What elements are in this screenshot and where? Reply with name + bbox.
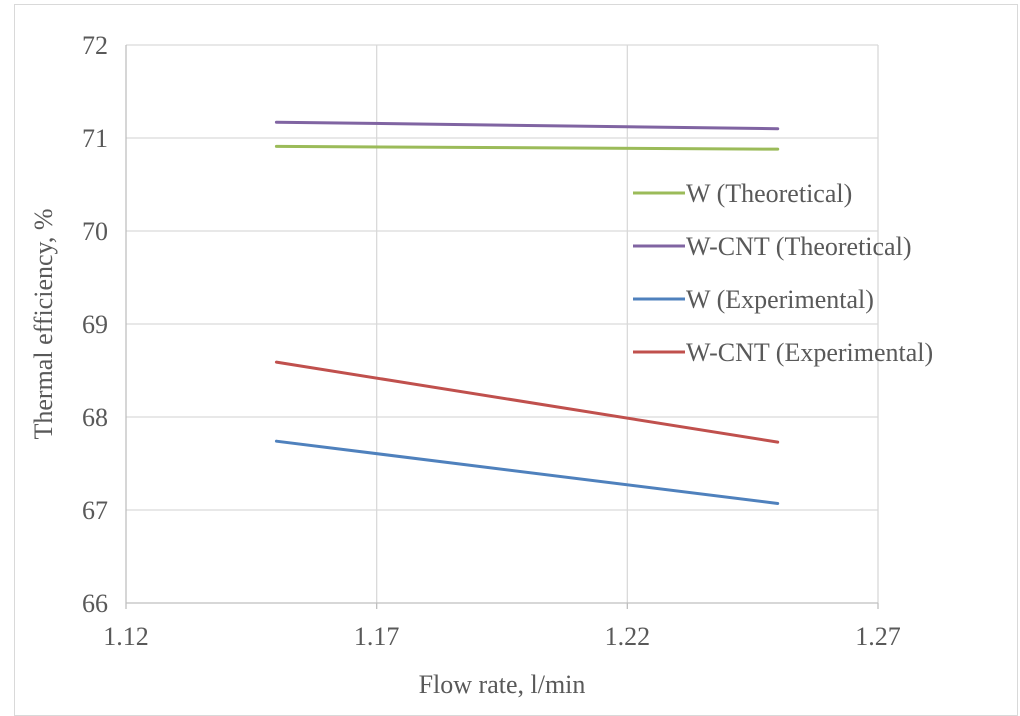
series-line-1 (274, 120, 780, 131)
y-tick-label: 71 (82, 124, 108, 153)
y-tick-label: 69 (82, 310, 108, 339)
legend: W (Theoretical) W-CNT (Theoretical) W (Exp… (633, 179, 933, 367)
x-tick-label: 1.17 (354, 622, 400, 651)
legend-entry-2: W (Experimental) (633, 285, 874, 314)
axes (125, 45, 879, 609)
y-axis-title: Thermal efficiency, % (29, 209, 58, 440)
legend-label: W-CNT (Experimental) (686, 338, 933, 367)
legend-entry-3: W-CNT (Experimental) (633, 338, 933, 367)
legend-label: W-CNT (Theoretical) (686, 232, 911, 261)
x-tick-label: 1.27 (855, 622, 901, 651)
x-tick-label: 1.22 (605, 622, 651, 651)
series-line-2 (274, 439, 780, 505)
series-line-0 (274, 144, 780, 151)
y-tick-label: 67 (82, 496, 108, 525)
series-line-3 (274, 360, 780, 444)
y-tick-label: 72 (82, 31, 108, 60)
legend-label: W (Theoretical) (686, 179, 852, 208)
y-tick-label: 66 (82, 589, 108, 618)
x-tick-label: 1.12 (103, 622, 149, 651)
y-tick-label: 68 (82, 403, 108, 432)
legend-entry-0: W (Theoretical) (633, 179, 852, 208)
tick-labels: 66 67 68 69 70 71 72 1.12 1.17 1.22 1.27 (82, 31, 901, 651)
x-axis-title: Flow rate, l/min (419, 670, 586, 699)
legend-entry-1: W-CNT (Theoretical) (633, 232, 911, 261)
series-lines (274, 120, 780, 505)
y-tick-label: 70 (82, 217, 108, 246)
gridlines (126, 44, 879, 603)
legend-label: W (Experimental) (686, 285, 874, 314)
